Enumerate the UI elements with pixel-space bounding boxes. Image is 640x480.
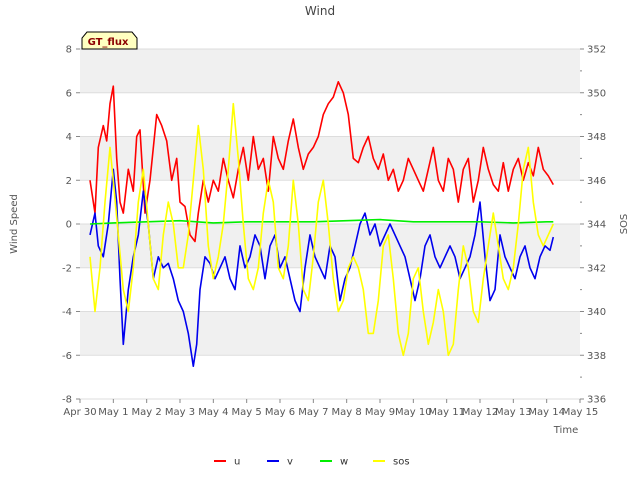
x-tick-label: May 3 [165, 407, 195, 418]
y2-tick-label: 344 [587, 220, 606, 231]
legend-label-sos: sos [393, 457, 410, 468]
x-tick-label: May 7 [298, 407, 328, 418]
y2-tick-label: 346 [587, 176, 606, 187]
x-tick-label: May 15 [562, 407, 599, 418]
x-tick-label: May 9 [365, 407, 395, 418]
x-tick-label: May 11 [428, 407, 465, 418]
badge-box [81, 31, 138, 50]
x-tick-label: May 2 [132, 407, 162, 418]
legend-label-u: u [234, 457, 240, 468]
plot-band [80, 49, 580, 93]
legend-label-w: w [340, 457, 348, 468]
x-tick-label: May 4 [198, 407, 228, 418]
x-tick-label: May 10 [395, 407, 432, 418]
y-tick-label: -4 [62, 307, 72, 318]
x-axis-title: Time [553, 425, 578, 436]
plot-band [80, 136, 580, 181]
y-tick-label: 4 [66, 132, 72, 143]
y2-tick-label: 336 [587, 395, 606, 406]
y2-tick-label: 340 [587, 307, 606, 318]
plot-band [80, 311, 580, 356]
axes: -8 -6 -4 -2 0 2 4 6 8 336 338 340 342 344 346 348 350 352… [62, 45, 606, 419]
series-line-v [89, 168, 555, 368]
series-line-u [89, 81, 554, 243]
chart-title: Wind [305, 4, 335, 18]
x-tick-label: May 13 [495, 407, 532, 418]
x-tick-label: May 8 [332, 407, 362, 418]
y-tick-label: 2 [66, 176, 72, 187]
y-tick-label: 6 [66, 88, 72, 99]
y-tick-label: 8 [66, 45, 72, 56]
x-tick-label: May 14 [528, 407, 565, 418]
legend: u v w sos [214, 457, 410, 468]
y-tick-label: 0 [66, 220, 72, 231]
plot-bands [80, 49, 580, 356]
site-badge: GT_flux [81, 31, 138, 50]
series-line-sos [89, 102, 555, 357]
y2-tick-label: 342 [587, 263, 606, 274]
y2-tick-label: 350 [587, 88, 606, 99]
x-tick-label: Apr 30 [63, 407, 96, 418]
series-lines [89, 81, 555, 368]
badge-label: GT_flux [88, 37, 129, 48]
y-axis-title: Wind Speed [9, 194, 20, 254]
x-tick-label: May 5 [232, 407, 262, 418]
x-tick-label: May 12 [462, 407, 499, 418]
legend-label-v: v [287, 457, 293, 468]
x-tick-label: May 6 [265, 407, 295, 418]
x-tick-label: May 1 [98, 407, 128, 418]
y2-tick-label: 348 [587, 132, 606, 143]
y-tick-label: -6 [62, 351, 72, 362]
y-tick-label: -2 [62, 263, 72, 274]
y2-tick-label: 338 [587, 351, 606, 362]
y2-axis-title: SOS [619, 214, 630, 235]
y-tick-label: -8 [62, 395, 72, 406]
series-line-w [89, 218, 554, 225]
y2-tick-label: 352 [587, 45, 606, 56]
